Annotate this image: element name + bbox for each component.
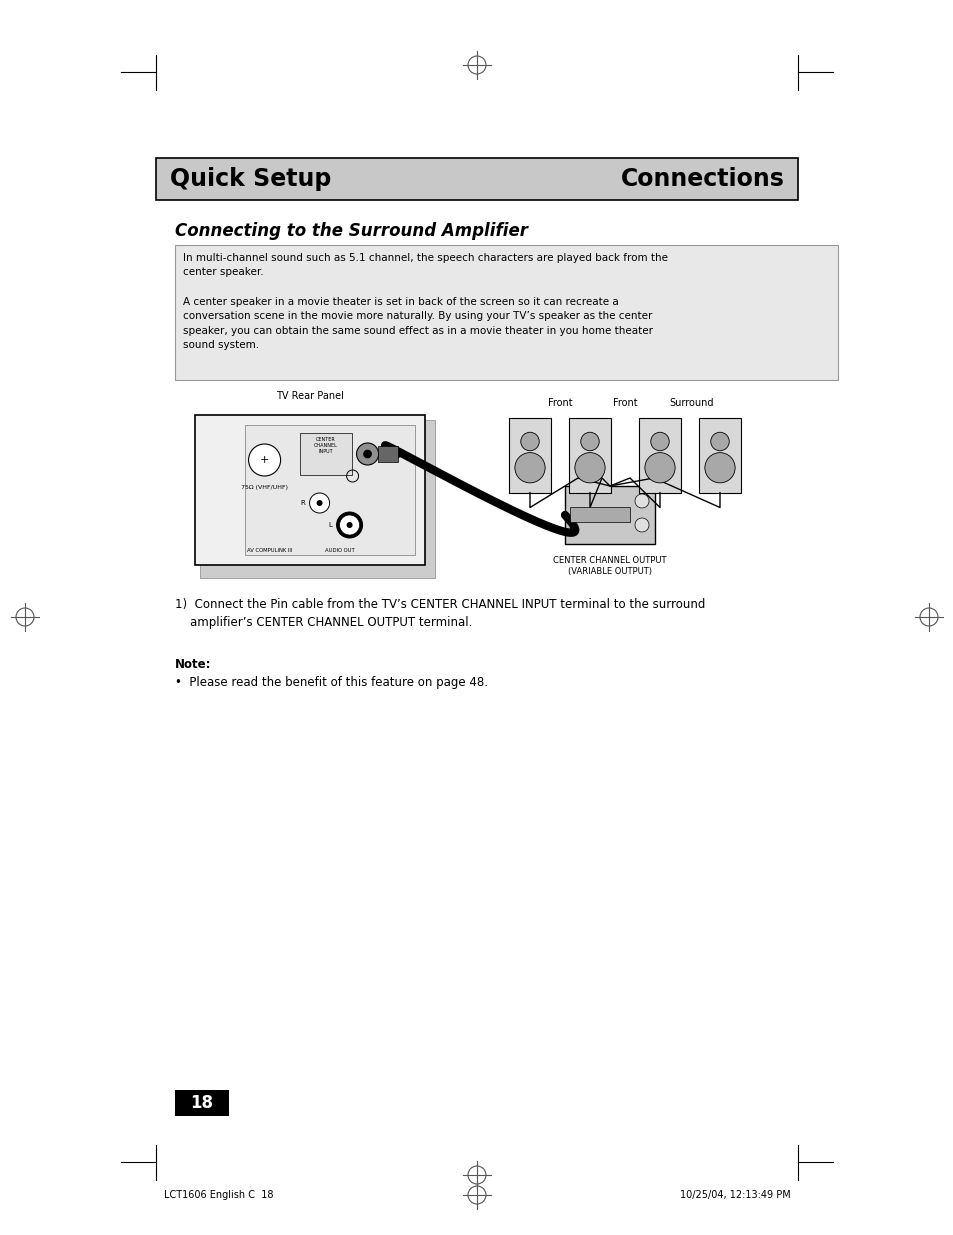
Text: R: R bbox=[300, 500, 305, 506]
Circle shape bbox=[635, 494, 648, 508]
Circle shape bbox=[310, 493, 329, 513]
Text: Front: Front bbox=[612, 398, 637, 408]
Bar bbox=[377, 446, 397, 462]
Text: AUDIO OUT: AUDIO OUT bbox=[324, 548, 355, 553]
Bar bbox=[509, 417, 551, 493]
Text: amplifier’s CENTER CHANNEL OUTPUT terminal.: amplifier’s CENTER CHANNEL OUTPUT termin… bbox=[174, 616, 472, 629]
Circle shape bbox=[515, 453, 544, 483]
Text: Connecting to the Surround Amplifier: Connecting to the Surround Amplifier bbox=[174, 222, 527, 240]
Circle shape bbox=[520, 432, 538, 451]
Text: 75Ω (VHF/UHF): 75Ω (VHF/UHF) bbox=[241, 485, 288, 490]
Text: Connections: Connections bbox=[620, 167, 783, 191]
Bar bbox=[699, 417, 740, 493]
Circle shape bbox=[710, 432, 728, 451]
Text: LCT1606 English C  18: LCT1606 English C 18 bbox=[163, 1191, 273, 1200]
Bar bbox=[639, 417, 680, 493]
Text: Front: Front bbox=[547, 398, 572, 408]
Circle shape bbox=[580, 432, 598, 451]
Text: 1)  Connect the Pin cable from the TV’s CENTER CHANNEL INPUT terminal to the sur: 1) Connect the Pin cable from the TV’s C… bbox=[174, 598, 704, 611]
Text: •  Please read the benefit of this feature on page 48.: • Please read the benefit of this featur… bbox=[174, 676, 487, 689]
Text: Note:: Note: bbox=[174, 658, 211, 671]
Bar bbox=[569, 508, 629, 522]
Bar bbox=[194, 415, 424, 564]
Circle shape bbox=[704, 453, 735, 483]
Circle shape bbox=[336, 513, 362, 538]
Bar bbox=[564, 487, 655, 543]
Bar bbox=[174, 1091, 229, 1116]
Bar bbox=[299, 433, 352, 475]
Text: 10/25/04, 12:13:49 PM: 10/25/04, 12:13:49 PM bbox=[679, 1191, 790, 1200]
Circle shape bbox=[316, 500, 322, 506]
Text: +: + bbox=[259, 454, 269, 466]
Circle shape bbox=[339, 515, 359, 535]
Circle shape bbox=[650, 432, 669, 451]
Circle shape bbox=[635, 517, 648, 532]
Bar bbox=[244, 425, 415, 555]
Bar bbox=[199, 420, 435, 578]
Text: 18: 18 bbox=[190, 1094, 213, 1112]
Circle shape bbox=[249, 445, 280, 475]
Text: In multi-channel sound such as 5.1 channel, the speech characters are played bac: In multi-channel sound such as 5.1 chann… bbox=[182, 253, 667, 278]
Text: AV COMPULINK III: AV COMPULINK III bbox=[247, 548, 292, 553]
Text: A center speaker in a movie theater is set in back of the screen so it can recre: A center speaker in a movie theater is s… bbox=[182, 296, 652, 351]
Text: CENTER
CHANNEL
INPUT: CENTER CHANNEL INPUT bbox=[314, 437, 337, 453]
Circle shape bbox=[644, 453, 675, 483]
Bar bbox=[568, 417, 610, 493]
Circle shape bbox=[356, 443, 378, 466]
Text: L: L bbox=[329, 522, 333, 529]
Text: TV Rear Panel: TV Rear Panel bbox=[275, 391, 343, 401]
Text: CENTER CHANNEL OUTPUT
(VARIABLE OUTPUT): CENTER CHANNEL OUTPUT (VARIABLE OUTPUT) bbox=[553, 556, 666, 576]
Circle shape bbox=[346, 522, 353, 529]
Text: Surround: Surround bbox=[669, 398, 714, 408]
Circle shape bbox=[575, 453, 604, 483]
Bar bbox=[155, 158, 798, 200]
Circle shape bbox=[363, 450, 371, 458]
Text: Quick Setup: Quick Setup bbox=[170, 167, 331, 191]
Bar bbox=[174, 245, 837, 380]
